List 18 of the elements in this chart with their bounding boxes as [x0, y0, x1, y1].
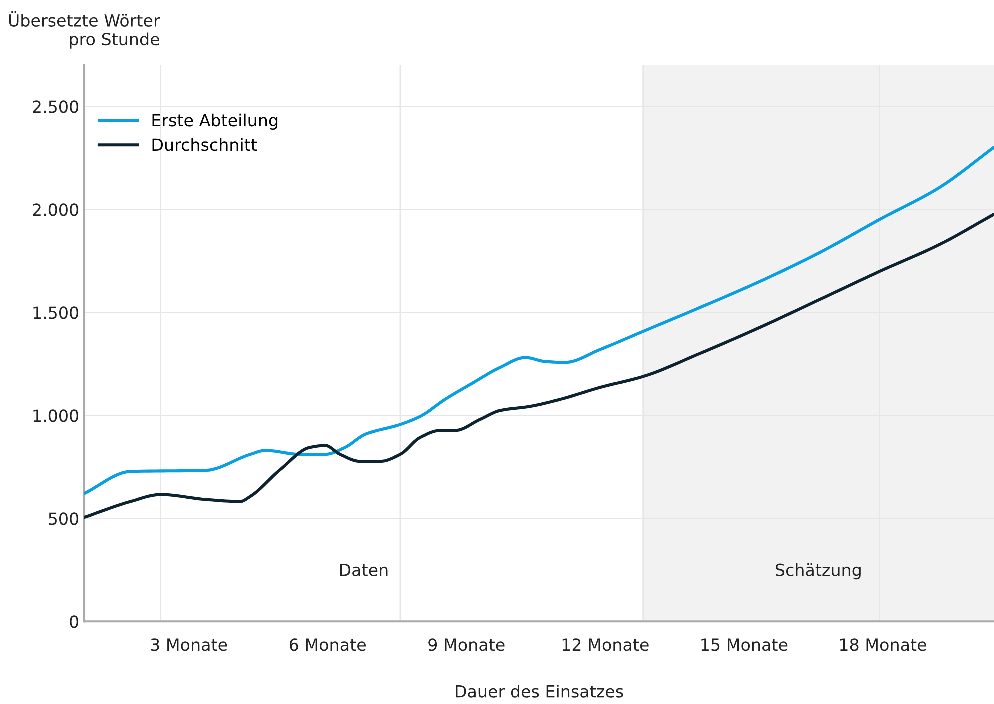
- x-tick-label: 12 Monate: [562, 638, 649, 652]
- legend-label: Erste Abteilung: [152, 114, 278, 130]
- band-label: Schätzung: [776, 564, 861, 580]
- y-tick-label: 500: [49, 512, 79, 526]
- x-tick-label: 9 Monate: [428, 638, 505, 652]
- x-axis-title: Dauer des Einsatzes: [456, 684, 624, 698]
- y-tick-label: 0: [70, 616, 79, 628]
- annotation: Daten: [340, 564, 388, 576]
- y-tick-label: 1.000: [34, 410, 79, 422]
- y-axis-title: Übersetzte Wörter pro Stunde: [9, 12, 160, 49]
- x-tick-label: 15 Monate: [702, 638, 788, 652]
- x-tick-label: 18 Monate: [840, 638, 926, 652]
- x-tick-label: 3 Monate: [151, 638, 228, 652]
- x-tick-label: 6 Monate: [290, 638, 366, 652]
- y-tick-label: 1.500: [34, 306, 79, 320]
- legend-label: Durchschnitt: [152, 138, 258, 152]
- y-tick-label: 2.500: [33, 100, 79, 114]
- y-tick-label: 2.000: [33, 204, 79, 216]
